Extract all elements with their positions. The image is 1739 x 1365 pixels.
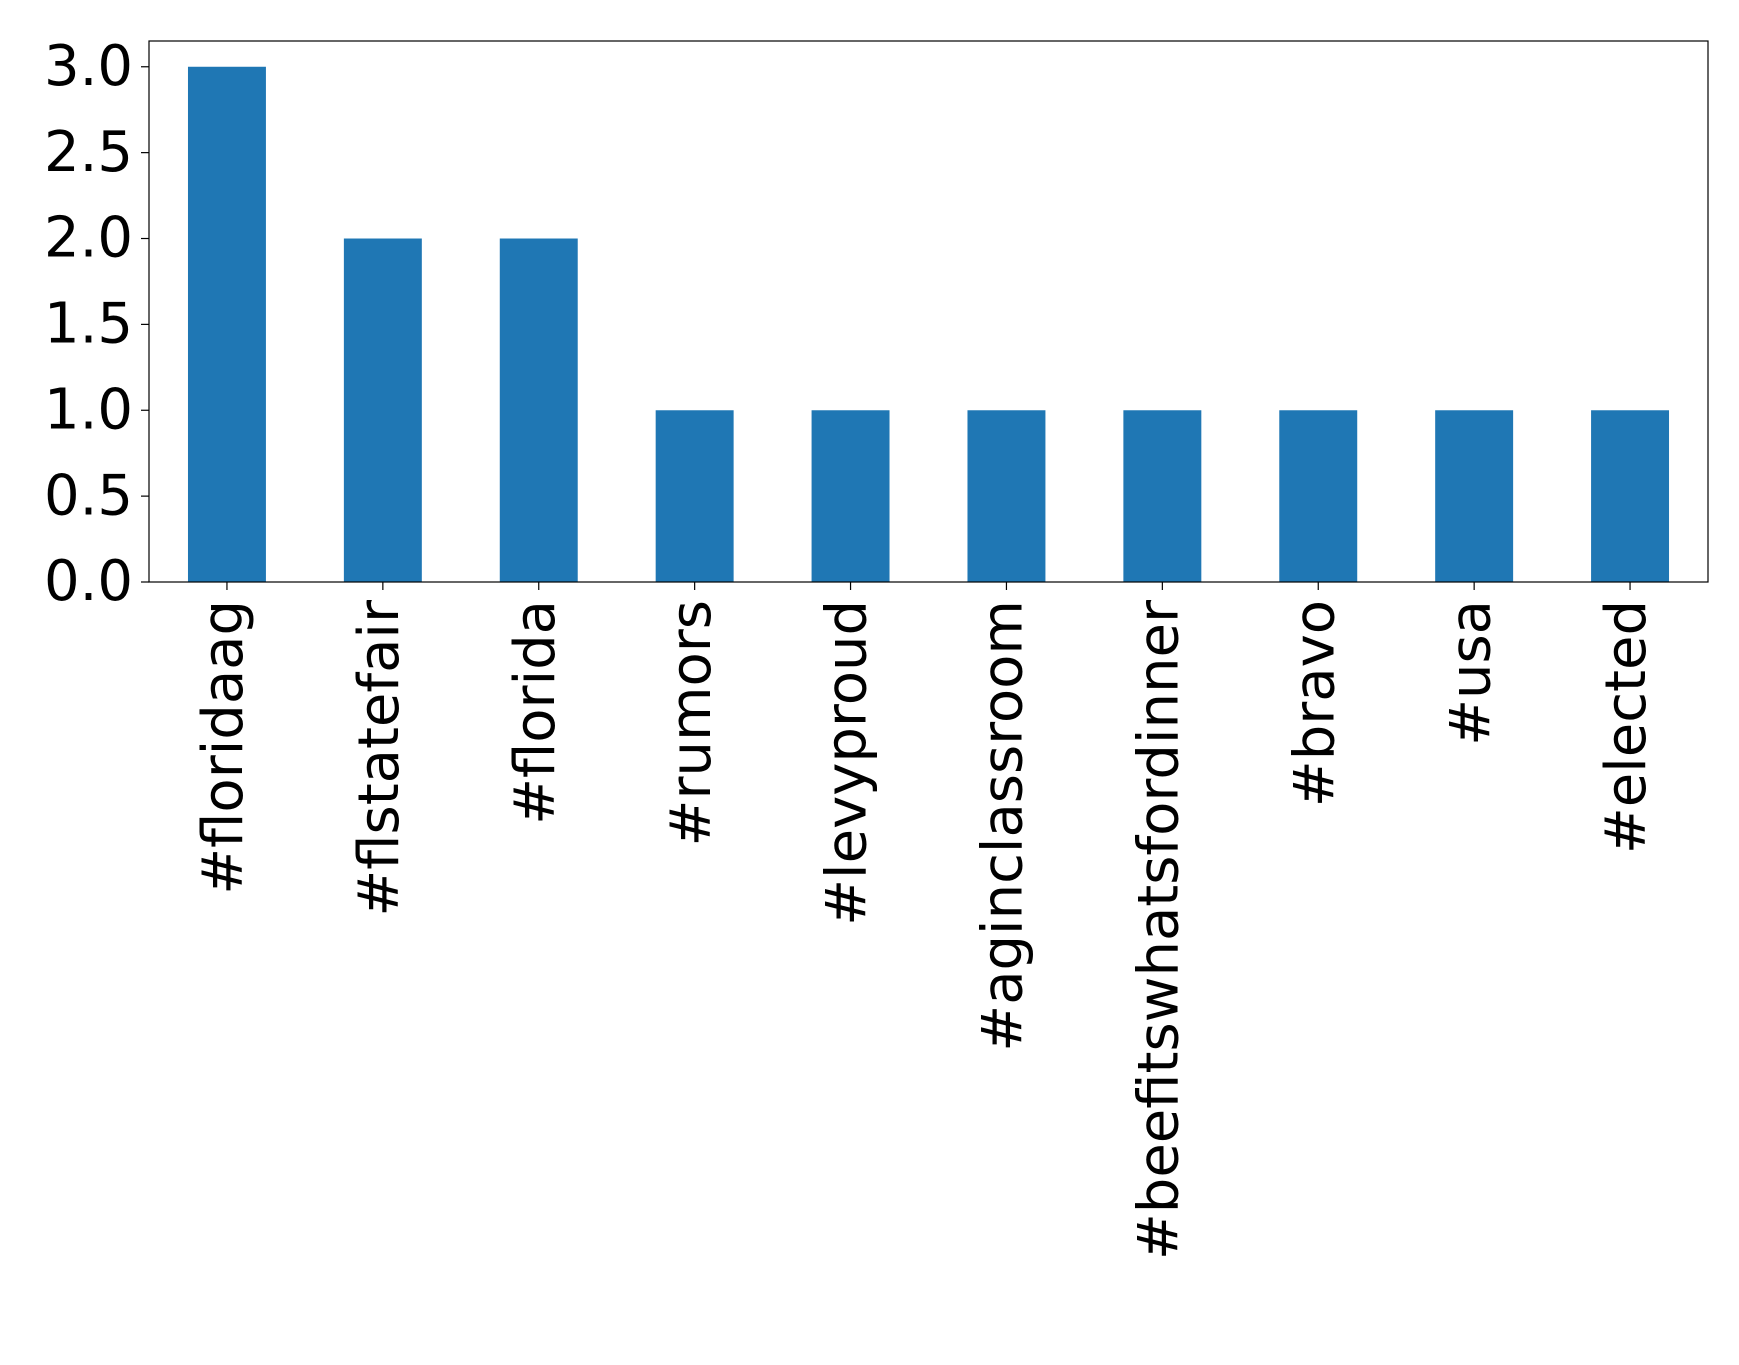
bar bbox=[343, 238, 422, 582]
y-tick-label: 2.0 bbox=[44, 206, 133, 271]
x-tick-label: #beefitswhatsfordinner bbox=[1126, 599, 1191, 1260]
x-tick-label: #usa bbox=[1438, 600, 1503, 746]
plot-frame bbox=[148, 40, 1709, 583]
bar bbox=[655, 410, 734, 582]
bar bbox=[499, 238, 578, 582]
y-tick-label: 1.0 bbox=[44, 377, 133, 442]
y-tick-label: 1.5 bbox=[44, 292, 133, 357]
x-tick-label: #flstatefair bbox=[347, 599, 412, 917]
x-tick-label: #bravo bbox=[1282, 600, 1347, 807]
y-tick-label: 3.0 bbox=[44, 34, 133, 99]
bar bbox=[811, 410, 890, 582]
bar bbox=[967, 410, 1046, 582]
y-tick-label: 0.0 bbox=[44, 549, 133, 614]
bar bbox=[187, 66, 266, 582]
x-tick-label: #elected bbox=[1594, 600, 1659, 854]
y-tick-label: 2.5 bbox=[44, 120, 133, 185]
bar bbox=[1123, 410, 1202, 582]
bar bbox=[1591, 410, 1670, 582]
bar bbox=[1279, 410, 1358, 582]
bar bbox=[1435, 410, 1514, 582]
x-tick-label: #floridaag bbox=[191, 600, 256, 895]
y-tick-label: 0.5 bbox=[44, 463, 133, 528]
x-tick-label: #aginclassroom bbox=[971, 600, 1036, 1052]
x-tick-label: #florida bbox=[503, 600, 568, 825]
x-tick-label: #rumors bbox=[659, 600, 724, 846]
x-tick-label: #levyproud bbox=[815, 600, 880, 926]
